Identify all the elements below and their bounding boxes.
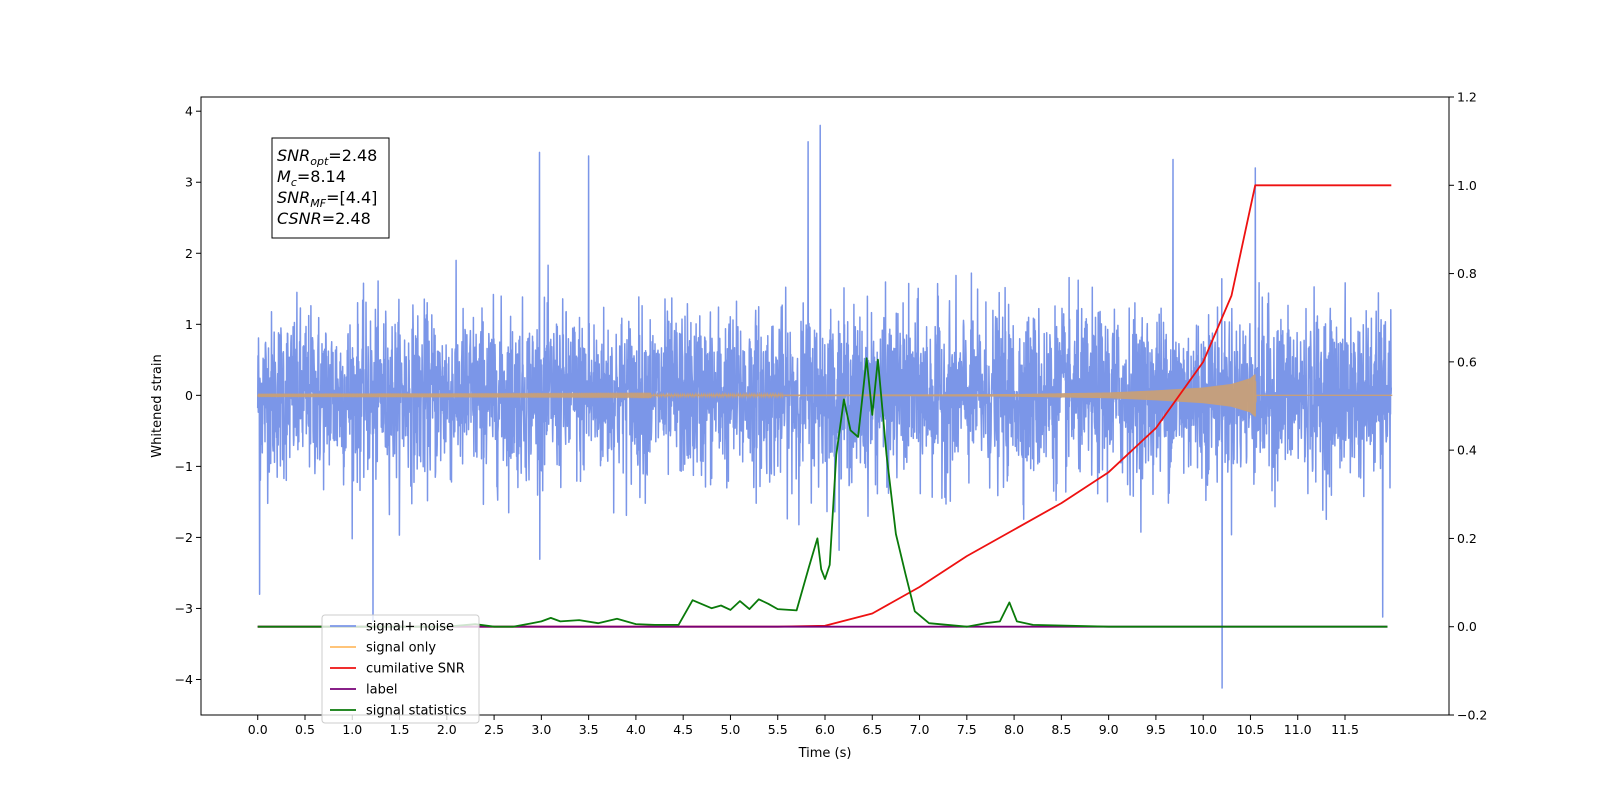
axes: 0.0 0.5 1.0 1.5 2.0 2.5 3.0 3.5 4.0 4.5 5.0 5.5 6.0 6… [150,90,1487,762]
x-tick-label: 11.5 [1331,722,1359,737]
x-tick-label: 6.0 [815,722,835,737]
y-tick-label: −3 [175,601,193,616]
annotation-value: =2.48 [322,209,371,228]
x-tick-label: 6.5 [862,722,882,737]
y-tick-label: 2 [185,246,193,261]
annotation-value: =[4.4] [326,188,377,207]
x-tick-label: 7.5 [957,722,977,737]
plot-series-group [256,124,1393,689]
y2-tick-label: 1.0 [1457,178,1477,193]
y-tick-label: 1 [185,317,193,332]
x-tick-label: 10.0 [1189,722,1217,737]
legend-entry: label [366,683,397,698]
legend: signal+ noise signal only cumilative SNR la… [321,614,480,724]
series-signal-statistics [257,357,1388,628]
annotation-subscript: opt [310,155,329,168]
series-signal-noise [256,124,1393,689]
x-tick-label: 9.5 [1146,722,1166,737]
y2-tick-label: 0.0 [1457,619,1477,634]
x-tick-label: 3.0 [531,722,551,737]
annotation-symbol: SNR [277,146,310,165]
x-tick-label: 8.5 [1051,722,1071,737]
legend-entry: signal only [366,641,436,656]
annotation-symbol: M [277,167,291,186]
y-tick-label: −2 [175,530,193,545]
x-tick-label: 0.5 [295,722,315,737]
annotation-line: SNRMF=[4.4] [277,188,377,210]
y-tick-label: −4 [175,672,193,687]
x-tick-label: 9.0 [1099,722,1119,737]
legend-entry: signal+ noise [366,620,454,635]
y2-tick-label: 0.4 [1457,443,1477,458]
annotation-symbol: SNR [277,188,310,207]
y2-tick-label: −0.2 [1457,708,1487,723]
x-tick-label: 5.5 [768,722,788,737]
annotation-value: =2.48 [328,146,377,165]
y-tick-label: 4 [185,104,193,119]
x-tick-label: 1.5 [390,722,410,737]
x-tick-label: 2.0 [437,722,457,737]
y-axis-label: Whitened strain [150,354,165,457]
x-tick-label: 4.5 [673,722,693,737]
y-tick-label: −1 [175,459,193,474]
x-tick-label: 7.0 [910,722,930,737]
legend-frame [321,614,480,724]
x-tick-label: 11.0 [1284,722,1312,737]
x-tick-label: 4.0 [626,722,646,737]
series-cumilative-snr [257,184,1392,628]
annotation-symbol: CSNR [277,209,322,228]
annotation-value: =8.14 [297,167,346,186]
x-tick-label: 10.5 [1237,722,1265,737]
x-tick-label: 3.5 [579,722,599,737]
annotation-frame [271,137,390,239]
annotation-subscript: c [291,176,297,189]
annotation-line: SNRopt=2.48 [277,146,377,168]
annotation-line: CSNR=2.48 [277,209,371,228]
x-tick-label: 1.0 [342,722,362,737]
x-tick-label: 5.0 [721,722,741,737]
legend-entry: cumilative SNR [366,662,465,677]
y-tick-label: 3 [185,175,193,190]
legend-entry: signal statistics [366,704,467,719]
y2-tick-label: 1.2 [1457,90,1477,105]
x-tick-label: 8.0 [1004,722,1024,737]
y-tick-label: 0 [185,388,193,403]
y2-tick-label: 0.2 [1457,531,1477,546]
plot-area [256,124,1393,689]
x-tick-label: 2.5 [484,722,504,737]
series-signal-only [257,374,1393,417]
x-tick-label: 0.0 [248,722,268,737]
annotation-line: Mc=8.14 [277,167,346,189]
y2-tick-label: 0.8 [1457,266,1477,281]
x-axis-label: Time (s) [798,746,852,761]
annotation-subscript: MF [310,197,326,210]
y2-tick-label: 0.6 [1457,354,1477,369]
